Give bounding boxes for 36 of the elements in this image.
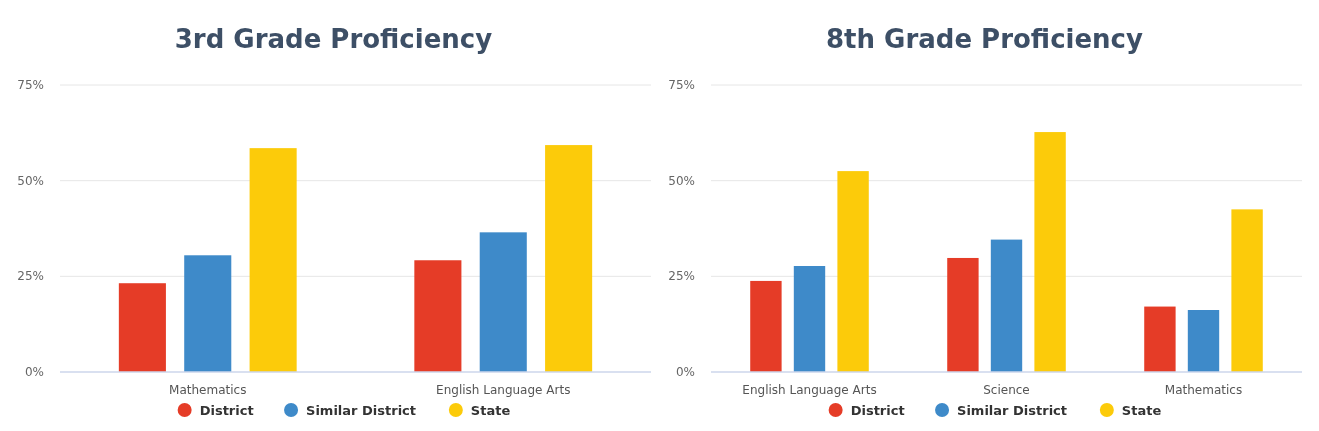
y-tick-label: 25%: [17, 269, 44, 284]
x-tick-label: English Language Arts: [436, 383, 571, 397]
legend-label: Similar District: [957, 403, 1068, 418]
bar: [837, 171, 869, 372]
bar: [947, 257, 979, 372]
bar: [1187, 310, 1220, 372]
bar: [414, 260, 462, 372]
bar: [118, 283, 166, 372]
x-tick-label: Mathematics: [169, 383, 247, 397]
bar: [1144, 306, 1176, 372]
y-tick-label: 50%: [17, 173, 44, 188]
y-tick-label: 50%: [668, 173, 695, 188]
chart-title: 8th Grade Proficiency: [826, 24, 1144, 54]
x-tick-label: Mathematics: [1164, 383, 1243, 397]
bar: [990, 239, 1023, 372]
bar: [793, 266, 826, 372]
legend-label: District: [199, 403, 254, 418]
legend-label: State: [1121, 403, 1162, 418]
legend-label: Similar District: [306, 403, 417, 418]
y-tick-label: 0%: [675, 364, 695, 379]
bar: [479, 232, 527, 372]
legend-label: State: [470, 403, 511, 418]
bar: [184, 255, 232, 372]
bar: [545, 145, 593, 372]
y-tick-label: 25%: [668, 269, 695, 284]
y-tick-label: 0%: [24, 364, 44, 379]
chart-title: 3rd Grade Proficiency: [174, 24, 493, 54]
bar: [249, 148, 297, 372]
bar: [1231, 209, 1263, 372]
legend-label: District: [850, 403, 905, 418]
bar: [1034, 132, 1066, 372]
x-tick-label: Science: [983, 383, 1030, 397]
bar: [750, 280, 782, 372]
x-tick-label: English Language Arts: [742, 383, 877, 397]
y-tick-label: 75%: [668, 77, 695, 92]
y-tick-label: 75%: [17, 77, 44, 92]
